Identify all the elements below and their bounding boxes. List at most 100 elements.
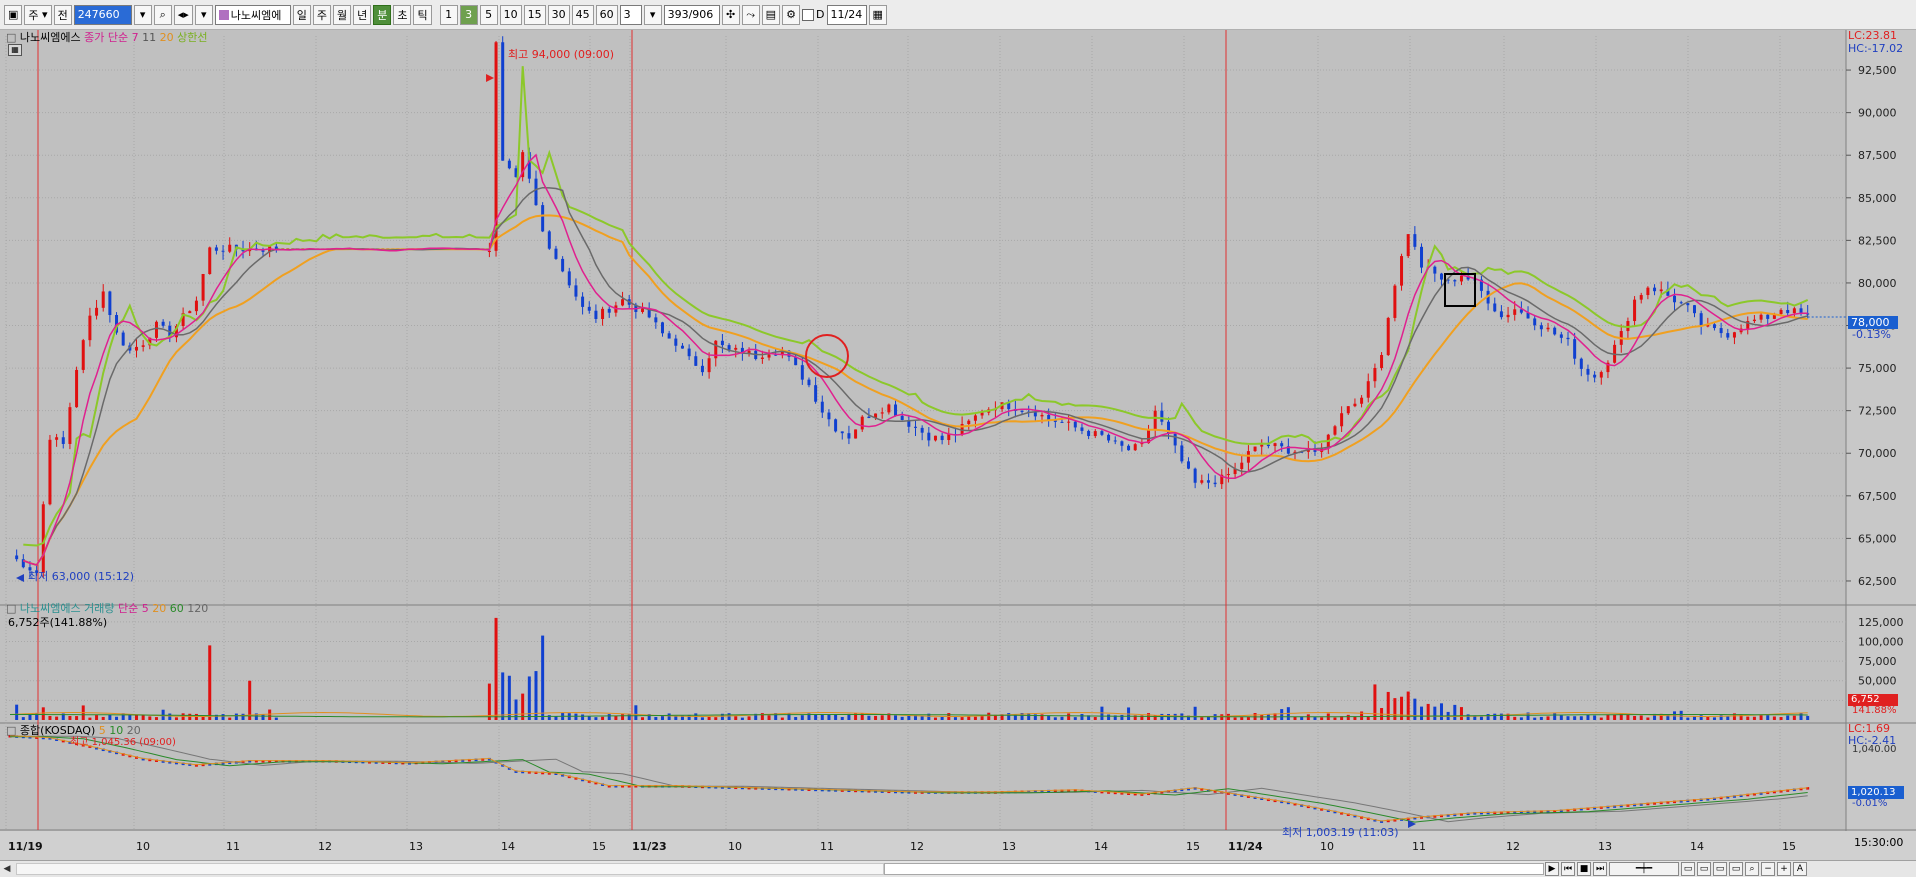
interval-45-button[interactable]: 45 [571,4,594,25]
candle-body [1579,358,1583,369]
font-icon[interactable]: A [1793,862,1807,876]
volume-bar [208,645,212,720]
volume-bar [747,716,751,720]
interval-3-button[interactable]: 3 [459,4,478,25]
panel-settings-icon[interactable]: ▦ [8,44,22,56]
save-icon[interactable]: ▤ [761,4,781,25]
volume-bar [787,713,791,720]
market-select[interactable]: 전 [53,4,72,25]
layout4-icon[interactable]: ▭ [1729,862,1743,876]
interval-input[interactable]: 3 [619,4,642,25]
date-input[interactable]: 11/24 [826,4,867,25]
index-candle [208,763,212,766]
interval-15-button[interactable]: 15 [523,4,546,25]
index-candle [1320,808,1324,811]
date-checkbox[interactable] [802,8,815,21]
volume-ma60-line [10,714,1808,718]
stock-name-field[interactable]: 나노씨엠에 [214,4,291,25]
period-tick-button[interactable]: 틱 [413,4,432,25]
zoom-search-icon[interactable]: ⌕ [1745,862,1759,876]
interval-10-button[interactable]: 10 [499,4,522,25]
candle-body [501,42,505,161]
window-icon[interactable]: ▣ [4,4,23,25]
candle-body [75,369,79,408]
forward-icon[interactable]: ⏭ [1593,862,1607,876]
candle-body [194,300,198,312]
candle-body [1786,310,1790,314]
candle-body [1533,318,1537,326]
annotation-circle [805,334,849,378]
volume-bar [960,717,964,720]
gear-icon[interactable]: ⚙ [782,4,801,25]
period-day-button[interactable]: 일 [292,4,311,25]
x-tick-label: 13 [1598,840,1612,853]
period-month-button[interactable]: 월 [332,4,352,25]
scroll-right-icon[interactable]: ▶ [1545,862,1559,876]
index-candle [1300,804,1304,807]
candle-body [1706,324,1710,327]
volume-bar [700,717,704,720]
volume-bar [494,617,498,720]
stop-icon[interactable]: ■ [1577,862,1591,876]
stock-code-input[interactable]: 247660 [73,4,132,25]
index-candle [268,760,272,763]
candle-body [740,347,744,354]
index-candle [1566,808,1570,812]
candle-body [1167,421,1171,434]
volume-bar [1153,715,1157,720]
volume-bar [1666,714,1670,720]
interval-1-button[interactable]: 1 [439,4,458,25]
period-year-button[interactable]: 년 [353,4,372,25]
zoom-out-icon[interactable]: − [1761,862,1775,876]
index-candle [547,772,551,775]
chart-scrollbar[interactable]: ◀ ▶ ⏮ ■ ⏭ ━┿━ ▭ ▭ ▭ ▭ ⌕ − + A [0,860,1916,877]
layout3-icon[interactable]: ▭ [1713,862,1727,876]
volume-bar [234,713,238,720]
interval-30-button[interactable]: 30 [547,4,570,25]
candle-body [1806,313,1810,315]
index-ma20-line [10,735,1808,823]
period-select[interactable]: 주 ▾ [24,4,52,25]
trend-icon[interactable]: ⤳ [741,4,760,25]
candle-body [734,347,738,350]
interval-dropdown-button[interactable]: ▾ [643,4,662,25]
candle-body [1253,446,1257,452]
period-minute-button[interactable]: 분 [373,4,392,25]
scroll-left-icon[interactable]: ◀ [3,864,11,874]
candle-body [141,345,145,347]
rewind-icon[interactable]: ⏮ [1561,862,1575,876]
candle-body [1153,410,1157,430]
period-week-button[interactable]: 주 [312,4,331,25]
candle-body [28,567,32,571]
scroll-track[interactable] [16,863,884,875]
chart-canvas[interactable]: 92,50090,00087,50085,00082,50080,00077,5… [0,30,1916,860]
layout2-icon[interactable]: ▭ [1697,862,1711,876]
index-candle [574,777,578,780]
interval-5-button[interactable]: 5 [479,4,498,25]
index-candle [1686,799,1690,803]
volume-bar [674,715,678,720]
period-second-button[interactable]: 초 [393,4,412,25]
index-current-badge: 1,020.13 [1848,786,1904,799]
index-candle [181,762,185,766]
search-icon[interactable]: ⌕ [153,4,172,25]
layout-icon[interactable]: ▭ [1681,862,1695,876]
candle-body [1120,441,1124,446]
chart-area[interactable]: 92,50090,00087,50085,00082,50080,00077,5… [0,29,1916,860]
volume-bar [514,699,518,720]
volume-bar [15,704,19,720]
volume-bar [660,715,664,720]
interval-60-button[interactable]: 60 [595,4,618,25]
candle-body [1633,299,1637,322]
calendar-icon[interactable]: ▦ [868,4,887,25]
zoom-in-icon[interactable]: + [1777,862,1791,876]
crosshair-icon[interactable]: ✣ [721,4,740,25]
volume-bar [907,714,911,720]
speaker-icon[interactable]: ◂▸ [173,4,193,25]
scroll-thumb[interactable] [884,863,1544,875]
zoom-slider-icon[interactable]: ━┿━ [1609,862,1679,876]
volume-bar [115,716,119,720]
volume-bar [820,713,824,720]
code-dropdown-button[interactable]: ▾ [133,4,152,25]
speaker-dropdown-button[interactable]: ▾ [194,4,213,25]
